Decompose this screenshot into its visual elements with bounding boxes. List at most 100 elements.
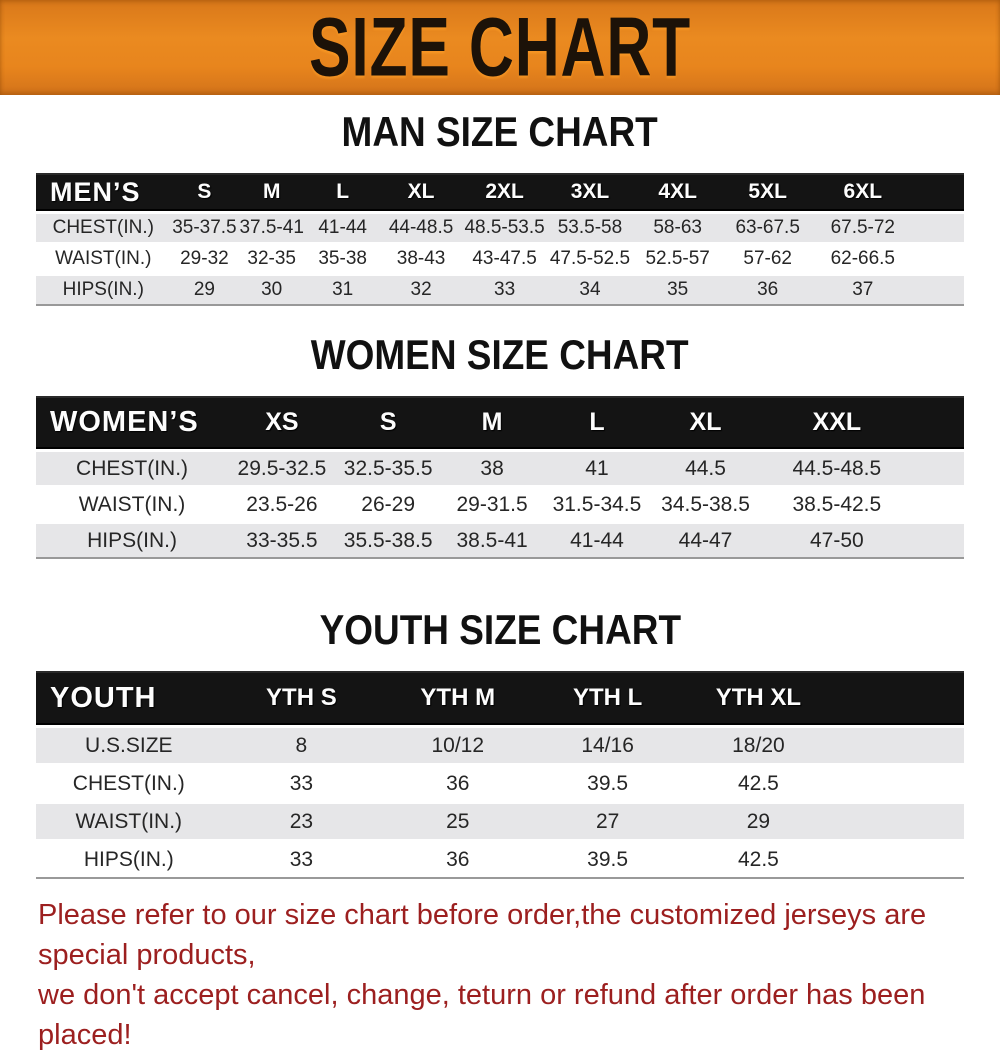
banner-title: SIZE CHART: [308, 0, 692, 95]
column-header: S: [170, 173, 239, 211]
row-label: CHEST(IN.): [36, 763, 222, 801]
column-header: 5XL: [722, 173, 813, 211]
size-value-filler: [912, 242, 964, 273]
size-value: 42.5: [680, 763, 836, 801]
size-value: 36: [722, 273, 813, 304]
womens-size-table: WOMEN’S XS S M L XL XXL CHEST(IN.) 29.5-32.5 32.5…: [36, 396, 964, 559]
table-row: HIPS(IN.) 33 36 39.5 42.5: [36, 839, 964, 877]
footer-notice: Please refer to our size chart before or…: [38, 895, 1000, 1055]
notice-line-1: Please refer to our size chart before or…: [38, 899, 927, 971]
size-value: 36: [381, 763, 535, 801]
size-value-filler: [912, 211, 964, 242]
size-value: 33: [461, 273, 548, 304]
womens-section: WOMEN SIZE CHART WOMEN’S XS S M L XL XXL CHEST(…: [0, 332, 1000, 559]
table-row: WAIST(IN.) 23.5-26 26-29 29-31.5 31.5-34.5 34…: [36, 485, 964, 521]
size-value: 33-35.5: [228, 521, 336, 557]
mens-heading: MAN SIZE CHART: [0, 109, 1000, 155]
notice-line-2: we don't accept cancel, change, teturn o…: [38, 979, 926, 1051]
table-row: CHEST(IN.) 33 36 39.5 42.5: [36, 763, 964, 801]
size-value: 26-29: [335, 485, 441, 521]
table-row: HIPS(IN.) 33-35.5 35.5-38.5 38.5-41 41-44 44-…: [36, 521, 964, 557]
size-value: 23: [221, 801, 382, 839]
column-header: XS: [228, 396, 336, 449]
size-value: 63-67.5: [722, 211, 813, 242]
mens-size-table: MEN’S S M L XL 2XL 3XL 4XL 5XL 6XL CHEST(IN.) 35-37…: [36, 173, 964, 306]
size-value: 41-44: [543, 521, 651, 557]
size-value-filler: [835, 763, 964, 801]
size-value: 34: [547, 273, 633, 304]
size-value: 31.5-34.5: [543, 485, 651, 521]
youth-heading: YOUTH SIZE CHART: [0, 607, 1000, 653]
size-value: 47-50: [760, 521, 913, 557]
row-label: HIPS(IN.): [36, 839, 222, 877]
row-label: WAIST(IN.): [36, 801, 222, 839]
youth-heading-text: YOUTH SIZE CHART: [319, 606, 681, 653]
size-value: 44.5-48.5: [760, 449, 913, 485]
size-value: 62-66.5: [812, 242, 913, 273]
size-value: 37.5-41: [238, 211, 306, 242]
row-label: CHEST(IN.): [36, 211, 171, 242]
table-row: U.S.SIZE 8 10/12 14/16 18/20: [36, 725, 964, 763]
size-value: 53.5-58: [547, 211, 633, 242]
size-value: 33: [221, 839, 382, 877]
column-header-filler: [835, 671, 964, 725]
size-value: 38.5-42.5: [760, 485, 913, 521]
size-value: 38.5-41: [440, 521, 544, 557]
size-value: 32-35: [238, 242, 306, 273]
size-value: 35-37.5: [170, 211, 239, 242]
size-value: 10/12: [381, 725, 535, 763]
size-value-filler: [912, 521, 964, 557]
size-value: 23.5-26: [228, 485, 336, 521]
size-value-filler: [912, 485, 964, 521]
size-value: 35-38: [305, 242, 381, 273]
size-value: 44-47: [650, 521, 761, 557]
column-header: YTH S: [221, 671, 382, 725]
size-value: 14/16: [534, 725, 681, 763]
table-corner-label: WOMEN’S: [36, 396, 229, 449]
size-value: 52.5-57: [632, 242, 723, 273]
size-value-filler: [912, 273, 964, 304]
row-label: WAIST(IN.): [36, 242, 171, 273]
size-value: 58-63: [632, 211, 723, 242]
size-value: 29: [170, 273, 239, 304]
header-row: WOMEN’S XS S M L XL XXL: [36, 396, 964, 449]
column-header: XXL: [760, 396, 913, 449]
column-header-filler: [912, 396, 964, 449]
column-header: M: [238, 173, 306, 211]
size-value: 67.5-72: [812, 211, 913, 242]
size-value: 29-32: [170, 242, 239, 273]
mens-heading-text: MAN SIZE CHART: [341, 108, 659, 155]
size-value: 39.5: [534, 839, 681, 877]
size-value-filler: [835, 801, 964, 839]
size-value-filler: [835, 839, 964, 877]
table-row: WAIST(IN.) 23 25 27 29: [36, 801, 964, 839]
size-value: 38: [440, 449, 544, 485]
table-corner-label: YOUTH: [36, 671, 222, 725]
size-value: 29: [680, 801, 836, 839]
womens-heading: WOMEN SIZE CHART: [0, 332, 1000, 378]
row-label: HIPS(IN.): [36, 273, 171, 304]
column-header: YTH M: [381, 671, 535, 725]
column-header: YTH XL: [680, 671, 836, 725]
size-value: 47.5-52.5: [547, 242, 633, 273]
size-value: 32.5-35.5: [335, 449, 441, 485]
size-value: 29-31.5: [440, 485, 544, 521]
column-header: 4XL: [632, 173, 723, 211]
size-value: 41: [543, 449, 651, 485]
size-value: 18/20: [680, 725, 836, 763]
size-value: 43-47.5: [461, 242, 548, 273]
row-label: U.S.SIZE: [36, 725, 222, 763]
size-value: 42.5: [680, 839, 836, 877]
row-label: CHEST(IN.): [36, 449, 229, 485]
size-value: 30: [238, 273, 306, 304]
column-header: M: [440, 396, 544, 449]
table-row: CHEST(IN.) 35-37.5 37.5-41 41-44 44-48.5 48.5…: [36, 211, 964, 242]
table-corner-label: MEN’S: [36, 173, 171, 211]
womens-heading-text: WOMEN SIZE CHART: [311, 331, 689, 378]
header-row: MEN’S S M L XL 2XL 3XL 4XL 5XL 6XL: [36, 173, 964, 211]
size-value: 31: [305, 273, 381, 304]
row-label: HIPS(IN.): [36, 521, 229, 557]
size-value-filler: [912, 449, 964, 485]
size-value: 39.5: [534, 763, 681, 801]
column-header: L: [543, 396, 651, 449]
